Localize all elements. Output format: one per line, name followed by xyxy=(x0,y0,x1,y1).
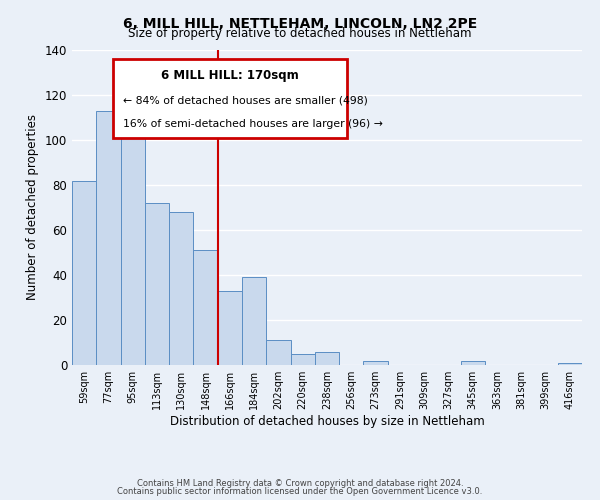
Text: 16% of semi-detached houses are larger (96) →: 16% of semi-detached houses are larger (… xyxy=(123,119,383,129)
Bar xyxy=(121,120,145,365)
Bar xyxy=(364,360,388,365)
Text: Size of property relative to detached houses in Nettleham: Size of property relative to detached ho… xyxy=(128,28,472,40)
Text: 6 MILL HILL: 170sqm: 6 MILL HILL: 170sqm xyxy=(161,68,299,82)
X-axis label: Distribution of detached houses by size in Nettleham: Distribution of detached houses by size … xyxy=(170,415,484,428)
Y-axis label: Number of detached properties: Number of detached properties xyxy=(26,114,39,300)
Bar xyxy=(242,277,266,365)
Bar xyxy=(461,360,485,365)
Bar xyxy=(193,250,218,365)
Text: Contains public sector information licensed under the Open Government Licence v3: Contains public sector information licen… xyxy=(118,487,482,496)
Bar xyxy=(315,352,339,365)
Bar xyxy=(72,180,96,365)
Bar xyxy=(169,212,193,365)
Bar xyxy=(218,291,242,365)
Text: ← 84% of detached houses are smaller (498): ← 84% of detached houses are smaller (49… xyxy=(123,96,368,106)
Text: Contains HM Land Registry data © Crown copyright and database right 2024.: Contains HM Land Registry data © Crown c… xyxy=(137,478,463,488)
Bar xyxy=(266,340,290,365)
Bar xyxy=(290,354,315,365)
Bar xyxy=(145,203,169,365)
FancyBboxPatch shape xyxy=(113,60,347,138)
Bar xyxy=(558,363,582,365)
Text: 6, MILL HILL, NETTLEHAM, LINCOLN, LN2 2PE: 6, MILL HILL, NETTLEHAM, LINCOLN, LN2 2P… xyxy=(123,18,477,32)
Bar xyxy=(96,111,121,365)
